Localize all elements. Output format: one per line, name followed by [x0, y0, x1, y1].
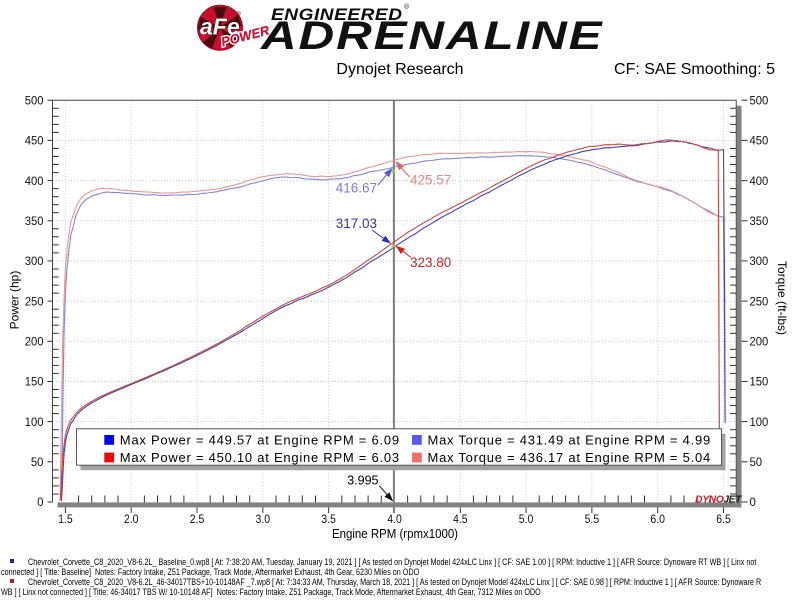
- svg-text:Max Torque = 431.49 at Engine: Max Torque = 431.49 at Engine RPM = 4.99: [428, 432, 711, 447]
- svg-text:1.5: 1.5: [58, 512, 73, 526]
- svg-text:Max Power = 449.57 at Engine R: Max Power = 449.57 at Engine RPM = 6.09: [120, 432, 400, 447]
- svg-text:250: 250: [25, 294, 44, 308]
- svg-text:350: 350: [25, 214, 44, 228]
- svg-text:Torque (ft-lbs): Torque (ft-lbs): [775, 261, 789, 335]
- svg-text:6.5: 6.5: [716, 512, 731, 526]
- svg-text:Engine RPM (rpmx1000): Engine RPM (rpmx1000): [332, 527, 458, 541]
- svg-text:150: 150: [750, 375, 769, 389]
- svg-text:425.57: 425.57: [410, 173, 451, 188]
- svg-text:4.0: 4.0: [387, 512, 402, 526]
- svg-text:3.0: 3.0: [256, 512, 271, 526]
- svg-text:4.5: 4.5: [453, 512, 468, 526]
- svg-text:Dynojet Research: Dynojet Research: [336, 61, 463, 78]
- svg-text:DYNOJET: DYNOJET: [695, 494, 743, 505]
- svg-text:0: 0: [750, 495, 757, 509]
- svg-text:Max Power = 450.10 at Engine R: Max Power = 450.10 at Engine RPM = 6.03: [120, 450, 400, 465]
- svg-text:5.0: 5.0: [519, 512, 534, 526]
- svg-text:Power (hp): Power (hp): [8, 271, 22, 330]
- svg-text:300: 300: [750, 254, 769, 268]
- svg-text:400: 400: [750, 174, 769, 188]
- svg-text:450: 450: [25, 134, 44, 148]
- svg-text:3.5: 3.5: [321, 512, 336, 526]
- svg-text:5.5: 5.5: [585, 512, 600, 526]
- svg-text:400: 400: [25, 174, 44, 188]
- svg-text:250: 250: [750, 294, 769, 308]
- svg-text:®: ®: [237, 11, 242, 18]
- svg-text:350: 350: [750, 214, 769, 228]
- svg-text:500: 500: [750, 94, 769, 108]
- svg-text:100: 100: [750, 415, 769, 429]
- svg-text:500: 500: [25, 94, 44, 108]
- svg-text:416.67: 416.67: [336, 181, 377, 196]
- svg-text:323.80: 323.80: [410, 255, 451, 270]
- svg-text:0: 0: [37, 495, 44, 509]
- svg-text:50: 50: [31, 455, 44, 469]
- svg-text:3.995: 3.995: [347, 474, 378, 488]
- svg-text:200: 200: [25, 335, 44, 349]
- svg-text:aFe: aFe: [200, 14, 240, 40]
- svg-text:CF: SAE Smoothing: 5: CF: SAE Smoothing: 5: [614, 61, 775, 78]
- svg-text:300: 300: [25, 254, 44, 268]
- svg-text:6.0: 6.0: [650, 512, 665, 526]
- svg-text:200: 200: [750, 335, 769, 349]
- svg-text:317.03: 317.03: [336, 216, 377, 231]
- svg-text:100: 100: [25, 415, 44, 429]
- svg-text:450: 450: [750, 134, 769, 148]
- svg-text:50: 50: [750, 455, 763, 469]
- svg-text:2.5: 2.5: [190, 512, 205, 526]
- svg-text:150: 150: [25, 375, 44, 389]
- svg-text:2.0: 2.0: [124, 512, 139, 526]
- svg-text:Max Torque = 436.17 at Engine: Max Torque = 436.17 at Engine RPM = 5.04: [428, 450, 711, 465]
